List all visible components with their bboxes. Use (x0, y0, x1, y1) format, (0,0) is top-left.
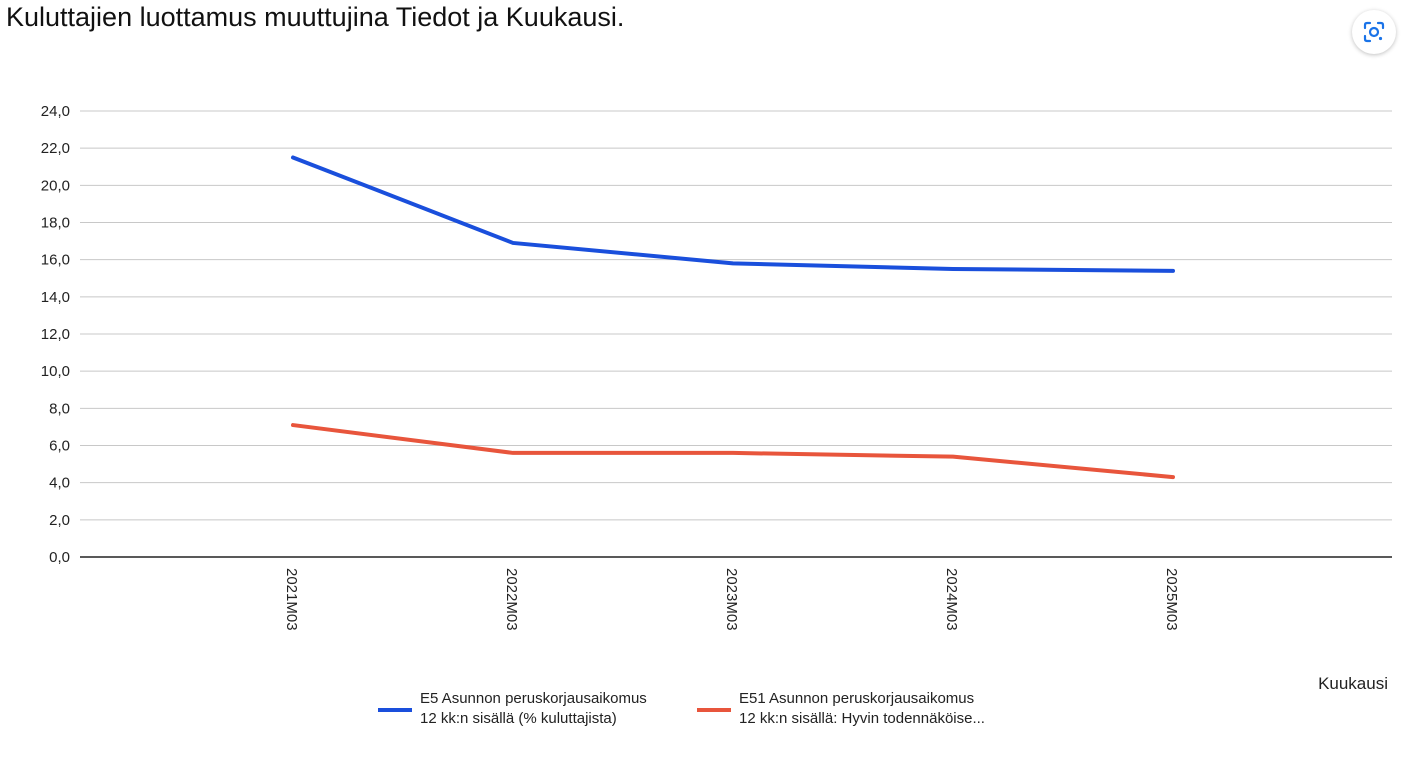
y-tick-label: 8,0 (49, 400, 70, 417)
legend-label: 12 kk:n sisällä (% kuluttajista) (420, 710, 617, 727)
x-tick-label: 2022M03 (503, 568, 520, 631)
chart-title: Kuluttajien luottamus muuttujina Tiedot … (6, 2, 625, 32)
legend-label: 12 kk:n sisällä: Hyvin todennäköise... (739, 710, 985, 727)
legend-entry-2[interactable]: E51 Asunnon peruskorjausaikomus 12 kk:n s… (697, 690, 985, 727)
series-line-1 (291, 155, 1175, 273)
y-tick-label: 12,0 (41, 326, 70, 343)
y-tick-label: 4,0 (49, 475, 70, 492)
y-tick-label: 20,0 (41, 177, 70, 194)
x-tick-label: 2021M03 (283, 568, 300, 631)
y-tick-label: 14,0 (41, 289, 70, 306)
google-lens-icon (1363, 21, 1385, 43)
y-tick-label: 0,0 (49, 549, 70, 566)
legend-label: E51 Asunnon peruskorjausaikomus (739, 690, 974, 707)
series-line-2 (291, 423, 1175, 480)
legend-label: E5 Asunnon peruskorjausaikomus (420, 690, 647, 707)
y-tick-label: 10,0 (41, 363, 70, 380)
x-tick-label: 2025M03 (1163, 568, 1180, 631)
x-axis-label: Kuukausi (1318, 674, 1388, 693)
lens-button[interactable] (1352, 10, 1396, 54)
y-tick-label: 6,0 (49, 438, 70, 455)
x-tick-label: 2024M03 (943, 568, 960, 631)
y-tick-label: 18,0 (41, 215, 70, 232)
x-tick-label: 2023M03 (723, 568, 740, 631)
y-tick-label: 24,0 (41, 103, 70, 120)
legend-entry-1[interactable]: E5 Asunnon peruskorjausaikomus 12 kk:n si… (378, 690, 647, 727)
y-tick-label: 2,0 (49, 512, 70, 529)
y-tick-label: 16,0 (41, 252, 70, 269)
y-tick-label: 22,0 (41, 140, 70, 157)
